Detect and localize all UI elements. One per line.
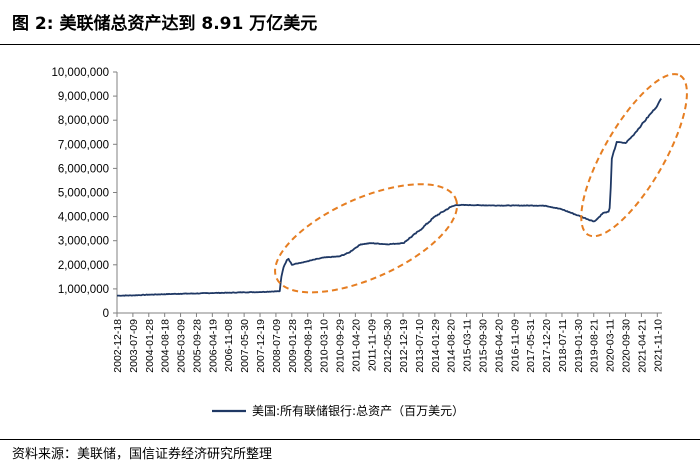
x-tick-label: 2005-09-28 <box>191 319 203 373</box>
y-tick-label: 2,000,000 <box>58 260 109 272</box>
x-tick-label: 2016-04-20 <box>493 319 505 373</box>
x-tick-label: 2021-11-10 <box>652 319 664 372</box>
x-tick-label: 2013-07-10 <box>414 319 426 373</box>
x-tick-label: 2012-05-30 <box>382 319 394 373</box>
x-tick-label: 2017-12-20 <box>541 319 553 373</box>
legend-label: 美国:所有联储银行:总资产（百万美元） <box>252 403 464 418</box>
x-tick-label: 2018-07-11 <box>557 319 569 372</box>
x-tick-label: 2011-04-20 <box>350 319 362 372</box>
y-tick-label: 5,000,000 <box>58 188 109 200</box>
y-tick-label: 4,000,000 <box>58 212 109 224</box>
y-tick-label: 3,000,000 <box>58 236 109 248</box>
y-axis: 0 1,000,000 2,000,000 3,000,000 4,000,000 5,0… <box>51 67 118 320</box>
x-tick-label: 2008-07-09 <box>271 319 283 373</box>
x-tick-label: 2004-01-28 <box>144 319 156 373</box>
x-tick-label: 2009-08-19 <box>303 319 315 373</box>
x-tick-label: 2010-03-10 <box>319 319 331 373</box>
x-tick-label: 2005-03-09 <box>176 319 188 373</box>
x-tick-label: 2010-09-29 <box>334 319 346 373</box>
x-tick-label: 2007-05-30 <box>239 319 251 373</box>
y-tick-label: 1,000,000 <box>58 284 109 296</box>
title-divider <box>0 44 700 45</box>
y-tick-label: 10,000,000 <box>51 67 109 79</box>
chart-title: 图 2: 美联储总资产达到 8.91 万亿美元 <box>12 14 318 34</box>
x-tick-label: 2004-08-18 <box>160 319 172 373</box>
x-tick-label: 2014-08-20 <box>446 319 458 373</box>
x-tick-label: 2015-09-30 <box>477 319 489 373</box>
x-tick-label: 2007-12-19 <box>255 319 267 373</box>
x-axis: 2002-12-18 2003-07-09 2004-01-28 2004-08-18… <box>112 312 664 373</box>
series-line <box>116 98 662 297</box>
x-tick-label: 2020-09-30 <box>621 319 633 373</box>
y-tick-label: 9,000,000 <box>58 91 109 103</box>
y-tick-label: 6,000,000 <box>58 163 109 175</box>
x-tick-label: 2006-11-08 <box>223 319 235 372</box>
y-tick-label: 7,000,000 <box>58 139 109 151</box>
annotation-layer <box>274 73 688 294</box>
x-tick-label: 2009-01-28 <box>287 319 299 373</box>
x-tick-label: 2017-05-31 <box>525 319 537 373</box>
highlight-ellipse-2008-2014 <box>274 183 459 294</box>
x-tick-label: 2006-04-19 <box>207 319 219 373</box>
footer-divider <box>0 439 700 440</box>
y-tick-label: 8,000,000 <box>58 115 109 127</box>
x-tick-label: 2019-08-21 <box>589 319 601 373</box>
x-tick-label: 2021-04-21 <box>636 319 648 373</box>
x-tick-label: 2012-12-19 <box>398 319 410 373</box>
x-tick-label: 2015-03-11 <box>462 319 474 372</box>
x-tick-label: 2011-11-09 <box>366 319 378 371</box>
x-tick-label: 2016-11-09 <box>509 319 521 372</box>
x-tick-label: 2002-12-18 <box>112 319 124 373</box>
x-tick-label: 2014-01-29 <box>430 319 442 373</box>
x-tick-label: 2020-03-11 <box>605 319 617 372</box>
x-tick-label: 2003-07-09 <box>128 319 140 373</box>
series-layer <box>116 98 662 297</box>
highlight-ellipse-2020-2021 <box>580 73 688 238</box>
y-tick-label: 0 <box>103 308 109 320</box>
x-tick-label: 2019-01-30 <box>573 319 585 373</box>
source-note: 资料来源：美联储，国信证券经济研究所整理 <box>12 447 273 462</box>
legend: 美国:所有联储银行:总资产（百万美元） <box>212 403 464 418</box>
